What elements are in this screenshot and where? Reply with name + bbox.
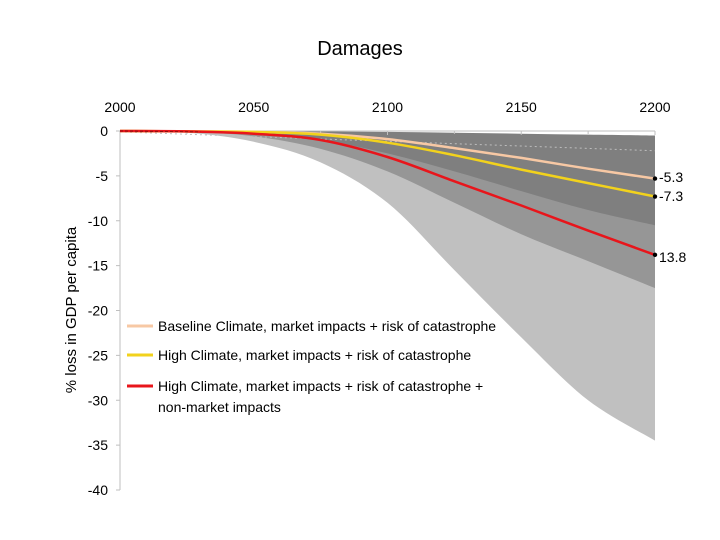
end-value-label: -7.3 (659, 188, 683, 204)
series-end-point (652, 252, 658, 258)
y-tick-label: -25 (88, 347, 108, 363)
zero-reference-dashes (119, 131, 656, 152)
x-tick-label: 2150 (506, 99, 537, 115)
y-tick-label: -30 (88, 392, 108, 408)
reference-dashed-line (119, 131, 656, 152)
legend-label: non-market impacts (158, 399, 281, 415)
y-tick-label: -10 (88, 213, 108, 229)
series-line-3 (119, 129, 656, 257)
legend: Baseline Climate, market impacts + risk … (127, 318, 496, 415)
y-axis-label: % loss in GDP per capita (63, 226, 80, 393)
y-tick-label: -40 (88, 482, 108, 498)
legend-label: High Climate, market impacts + risk of c… (158, 347, 471, 363)
y-tick-label: -20 (88, 303, 108, 319)
start-dashed-segment (119, 130, 201, 133)
uncertainty-bands (120, 131, 655, 441)
series-end-point (652, 194, 658, 199)
series-end-point (652, 176, 658, 181)
chart-title: Damages (317, 38, 403, 60)
series-lines (119, 129, 658, 258)
y-tick-label: -5 (96, 168, 109, 184)
end-value-labels: -5.3 -7.3 13.8 (659, 169, 686, 265)
x-tick-label: 2100 (372, 99, 403, 115)
band-baseline-climate-range (120, 131, 655, 226)
x-tick-label: 2050 (238, 99, 269, 115)
y-tick-label: -15 (88, 258, 108, 274)
y-tick-labels: 0 -5 -10 -15 -20 -25 -30 -35 -40 (88, 123, 120, 498)
end-value-label: -5.3 (659, 169, 683, 185)
legend-label: Baseline Climate, market impacts + risk … (158, 318, 496, 334)
y-tick-label: 0 (100, 123, 108, 139)
end-value-label: 13.8 (659, 249, 686, 265)
x-tick-labels: 2000 2050 2100 2150 2200 (104, 99, 671, 135)
x-tick-label: 2000 (104, 99, 135, 115)
legend-label: High Climate, market impacts + risk of c… (158, 378, 483, 394)
y-tick-label: -35 (88, 437, 108, 453)
x-tick-label: 2200 (639, 99, 670, 115)
